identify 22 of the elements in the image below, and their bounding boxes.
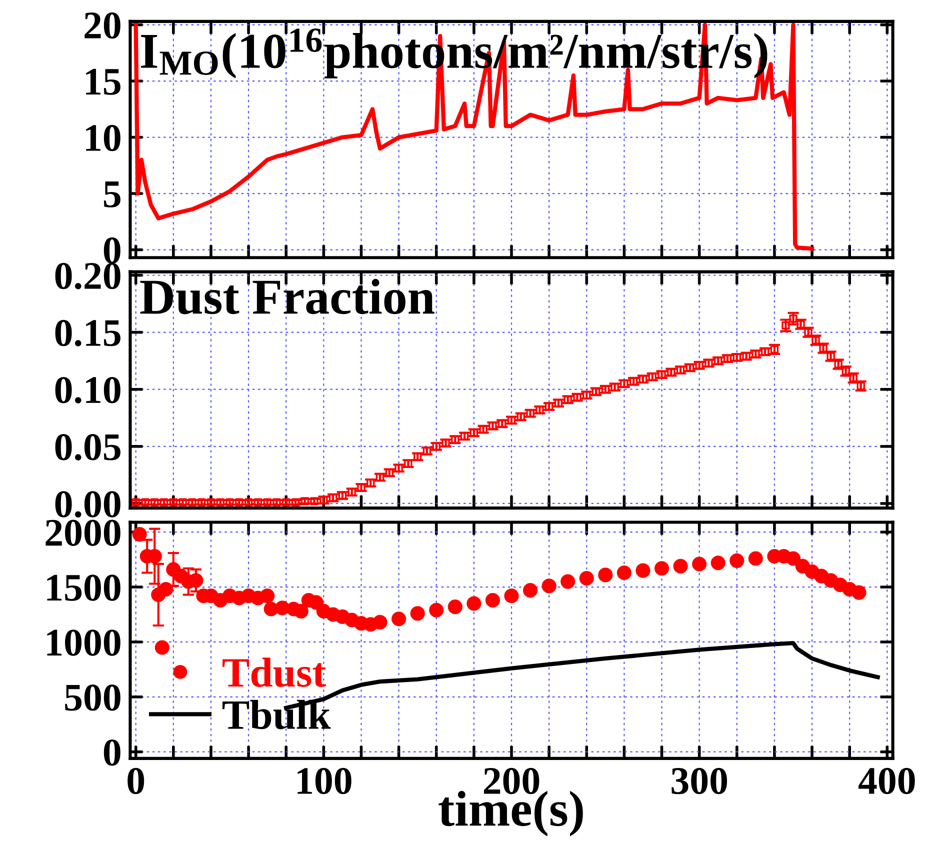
y-tick-label: 20 <box>84 12 120 39</box>
x-tick-label: 300 <box>672 768 728 794</box>
y-tick-label: 10 <box>86 124 120 152</box>
y-tick-label: 1000 <box>47 630 120 656</box>
y-tick-label: 1500 <box>47 574 120 601</box>
x-tick-label: 400 <box>858 768 915 794</box>
y-tick-label: 0.15 <box>55 320 120 346</box>
y-tick-label: 500 <box>65 684 120 711</box>
y-tick-label: 0.05 <box>55 434 120 460</box>
y-tick-label: 0.20 <box>55 262 120 290</box>
y-tick-label: 15 <box>86 68 120 95</box>
x-tick-label: 0 <box>128 768 144 794</box>
y-tick-label: 0 <box>104 237 120 264</box>
legend-label: Tbulk <box>222 700 331 730</box>
y-tick-label: 0 <box>104 739 120 766</box>
y-tick-label: 0.00 <box>55 491 120 518</box>
x-tick-label: 100 <box>298 768 352 794</box>
y-tick-label: 2000 <box>46 520 120 546</box>
y-tick-label: 5 <box>104 182 120 208</box>
annotation: Dust Fraction <box>140 278 434 314</box>
legend-label: Tdust <box>222 658 326 688</box>
y-tick-label: 0.10 <box>55 376 120 404</box>
